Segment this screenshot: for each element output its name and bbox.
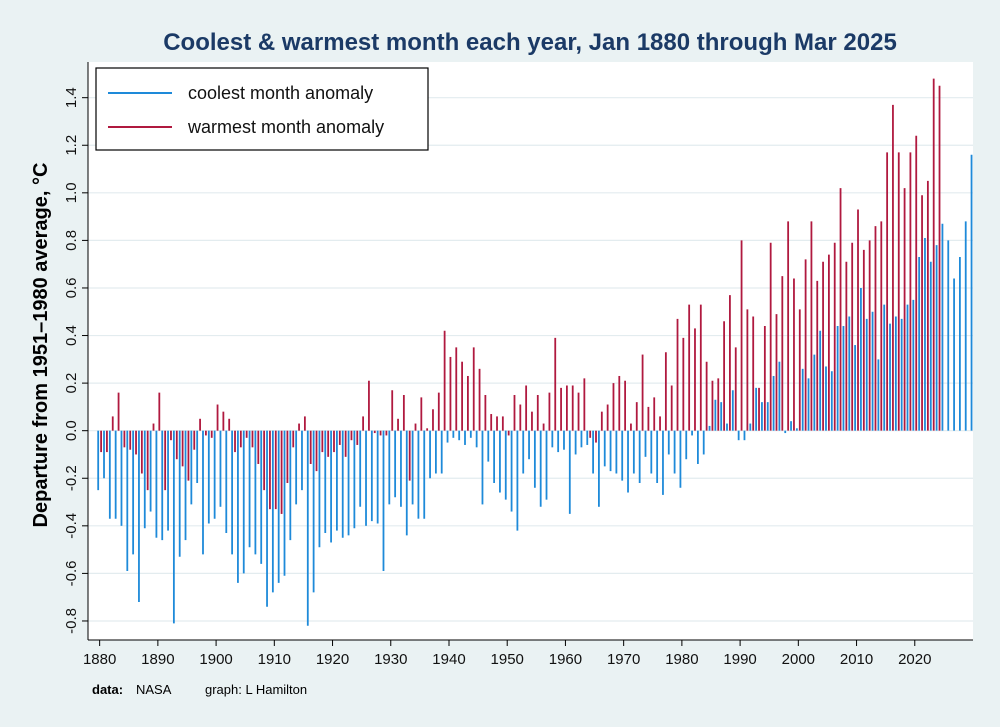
legend-box <box>95 67 429 151</box>
legend: coolest month anomaly warmest month anom… <box>95 67 429 151</box>
legend-label-warmest: warmest month anomaly <box>187 117 384 137</box>
x-tick-label: 2000 <box>782 651 815 668</box>
y-axis-label: Departure from 1951–1980 average, °C <box>30 163 52 528</box>
x-tick-label: 1900 <box>199 651 232 668</box>
chart-title: Coolest & warmest month each year, Jan 1… <box>163 29 897 56</box>
y-tick-label: 0.4 <box>63 325 80 346</box>
y-tick-label: 1.4 <box>63 87 80 108</box>
x-tick-label: 1990 <box>723 651 756 668</box>
x-tick-label: 1950 <box>491 651 524 668</box>
x-tick-label: 1970 <box>607 651 640 668</box>
y-tick-label: 0.8 <box>63 230 80 251</box>
x-tick-label: 1890 <box>141 651 174 668</box>
x-tick-label: 1880 <box>83 651 116 668</box>
y-tick-label: 1.0 <box>63 182 80 203</box>
x-tick-label: 1910 <box>258 651 291 668</box>
legend-label-coolest: coolest month anomaly <box>188 83 373 103</box>
x-tick-label: 1920 <box>316 651 349 668</box>
y-tick-label: 0.2 <box>63 373 80 394</box>
x-axis-ticks: 1880 1890 1900 1910 1920 1930 1940 1950 1960 1970… <box>83 640 931 668</box>
plot-area <box>88 62 973 640</box>
y-tick-label: 0.0 <box>63 420 80 441</box>
y-tick-label: 0.6 <box>63 278 80 299</box>
warmest-month-bars <box>100 78 941 514</box>
x-tick-label: 2010 <box>840 651 873 668</box>
y-tick-label: -0.8 <box>63 608 80 634</box>
y-tick-label: -0.4 <box>63 513 80 539</box>
y-tick-label: -0.2 <box>63 465 80 491</box>
footnote: data: NASA graph: L Hamilton <box>92 682 307 697</box>
x-tick-label: 1940 <box>432 651 465 668</box>
coolest-month-bars <box>97 154 973 626</box>
y-tick-label: -0.6 <box>63 560 80 586</box>
footnote-data-source: NASA <box>136 682 172 697</box>
footnote-data-label: data: <box>92 682 123 697</box>
x-tick-label: 1960 <box>549 651 582 668</box>
x-tick-label: 1930 <box>374 651 407 668</box>
y-tick-label: 1.2 <box>63 135 80 156</box>
footnote-graph-credit: graph: L Hamilton <box>205 682 307 697</box>
x-tick-label: 1980 <box>665 651 698 668</box>
y-axis-ticks: -0.8 -0.6 -0.4 -0.2 0.0 0.2 0.4 0.6 0.8 1.0 1.2 1.4 <box>63 87 88 634</box>
x-tick-label: 2020 <box>898 651 931 668</box>
